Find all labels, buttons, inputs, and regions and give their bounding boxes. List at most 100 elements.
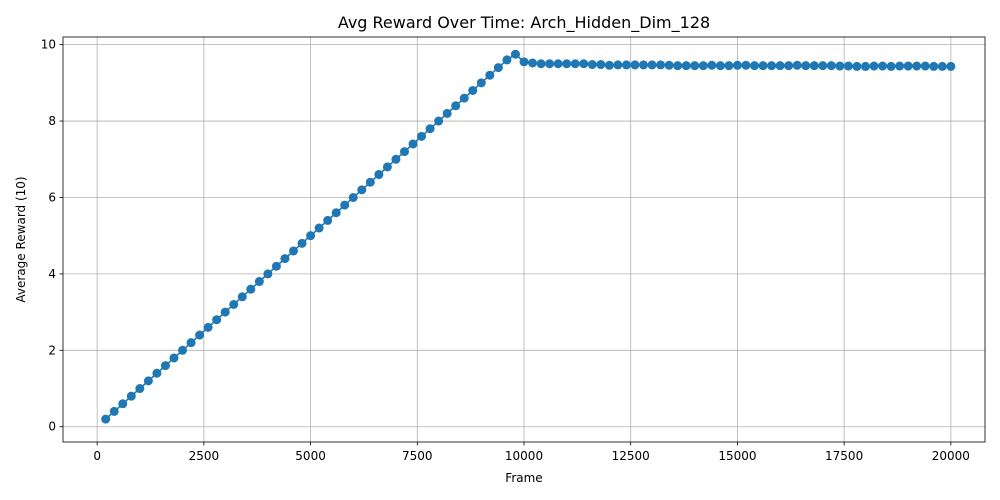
x-tick-label: 5000 [295,449,326,463]
data-point [237,292,247,302]
data-point [920,61,930,71]
y-tick-label: 4 [48,267,56,281]
data-point [775,61,785,71]
data-point [903,61,913,71]
data-point [878,61,888,71]
data-point [536,59,546,69]
data-point [647,60,657,70]
data-point [860,61,870,71]
data-point [365,177,375,187]
y-tick-label: 2 [48,343,56,357]
data-point [178,345,188,355]
y-tick-label: 10 [41,38,56,52]
data-point [331,208,341,218]
data-point [587,60,597,70]
data-point [946,61,956,71]
data-point [690,61,700,71]
data-point [809,61,819,71]
data-point [271,261,281,271]
data-point [152,368,162,378]
data-point [562,59,572,69]
data-point [126,391,136,401]
y-tick-label: 8 [48,114,56,128]
chart-title: Avg Reward Over Time: Arch_Hidden_Dim_12… [338,13,710,33]
data-point [391,154,401,164]
data-point [818,61,828,71]
data-point [399,147,409,157]
data-point [741,60,751,70]
data-point [323,215,333,225]
data-point [792,60,802,70]
data-point [510,49,520,59]
data-point [442,108,452,118]
data-point [545,59,555,69]
data-point [502,55,512,65]
x-tick-label: 20000 [932,449,970,463]
data-point [681,61,691,71]
x-tick-label: 17500 [825,449,863,463]
data-point [604,60,614,70]
data-point [203,322,213,332]
data-point [297,238,307,248]
data-point [621,60,631,70]
data-point [852,61,862,71]
y-tick-label: 0 [48,420,56,434]
data-point [886,61,896,71]
data-point [826,61,836,71]
data-point [289,246,298,256]
x-tick-label: 0 [93,449,101,463]
data-point [220,307,230,317]
data-point [750,61,759,71]
data-point [843,61,853,71]
x-tick-label: 10000 [505,449,543,463]
data-point [596,60,606,70]
y-tick-label: 6 [48,190,56,204]
data-point [895,61,905,71]
data-point [476,78,486,88]
data-point [186,338,196,348]
data-point [493,63,503,73]
data-point [314,223,324,233]
data-point [468,85,478,95]
series-line [105,53,951,420]
x-tick-label: 12500 [612,449,650,463]
data-point [758,61,768,71]
data-point [195,330,205,340]
data-point [374,170,384,180]
y-axis-label: Average Reward (10) [14,176,28,302]
data-point [639,60,649,70]
data-point [664,60,674,70]
data-point [570,59,580,69]
data-point [715,61,725,71]
data-point [340,200,350,210]
data-point [434,116,444,126]
data-point [724,61,734,71]
data-point [408,139,418,149]
data-point [229,299,239,309]
data-point [306,231,316,241]
data-point [254,277,264,287]
data-point [118,399,128,409]
data-point [246,284,256,294]
data-point [143,376,153,386]
data-point [169,353,179,363]
data-point [937,61,947,71]
data-point [382,162,392,172]
data-point [109,406,119,416]
x-tick-label: 15000 [718,449,756,463]
data-point [528,58,538,68]
data-point [869,61,879,71]
data-point [101,414,111,424]
data-point [160,361,170,371]
data-point [280,254,290,264]
data-point [801,61,811,71]
data-point [784,61,794,71]
data-point [135,384,145,394]
data-point [630,60,640,70]
data-point [348,192,358,202]
data-point [673,61,683,71]
x-tick-label: 7500 [402,449,433,463]
data-point [656,60,666,70]
x-tick-label: 2500 [189,449,220,463]
